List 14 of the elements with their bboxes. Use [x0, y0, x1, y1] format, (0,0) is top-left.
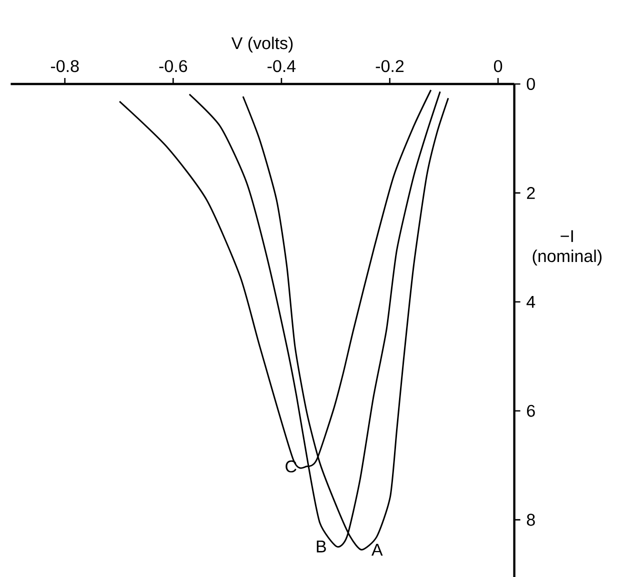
- x-tick-label: -0.8: [50, 60, 79, 72]
- x-tick-label: 0: [494, 60, 502, 72]
- x-tick-label: -0.2: [376, 60, 404, 72]
- y-tick-label: 8: [526, 514, 535, 526]
- x-tick-label: -0.4: [268, 60, 296, 72]
- y-tick-label: 2: [527, 187, 535, 199]
- series-label: B: [316, 540, 326, 552]
- y-tick-label: 4: [526, 296, 536, 308]
- x-tick-label: -0.6: [159, 60, 188, 72]
- y-tick-label: 6: [527, 404, 535, 417]
- y-axis-title: −I (nominal): [532, 230, 602, 266]
- y-tick-label: 0: [526, 78, 535, 90]
- x-axis-title: V (volts): [231, 36, 293, 53]
- series-label: A: [371, 544, 383, 556]
